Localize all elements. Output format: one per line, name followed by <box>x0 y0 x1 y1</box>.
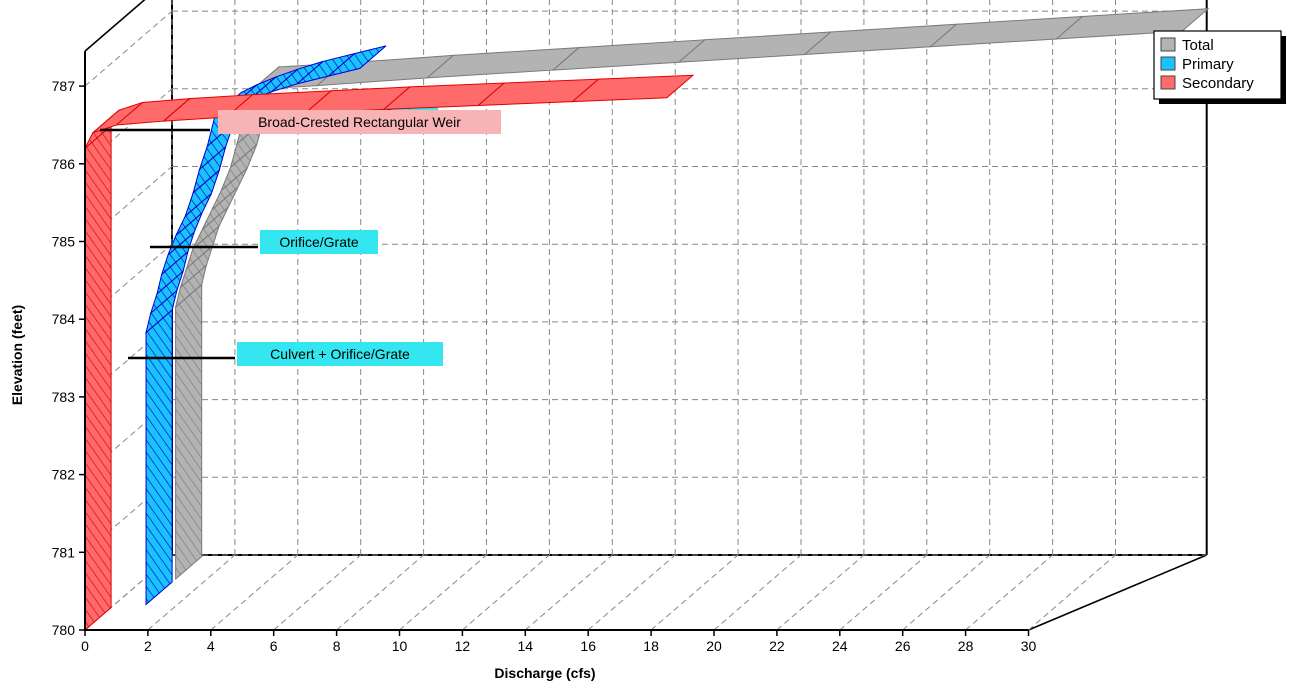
bottom-right-depth-edge <box>1028 554 1208 631</box>
y-tick-label: 784 <box>52 311 76 327</box>
y-tick-label: 780 <box>52 622 76 638</box>
legend-label-primary: Primary <box>1182 56 1234 73</box>
top-left-depth-edge <box>84 0 146 52</box>
total-segment <box>677 31 833 63</box>
total-segment <box>928 15 1084 48</box>
primary-segment <box>145 308 173 606</box>
x-tick-label: 18 <box>643 638 659 654</box>
annotation-label: Broad-Crested Rectangular Weir <box>258 114 461 130</box>
x-tick-label: 24 <box>832 638 848 654</box>
front-axes <box>84 51 1029 631</box>
annotation-box <box>237 342 443 366</box>
legend-swatch-total <box>1160 37 1176 52</box>
axis-ticks: 0 2 4 6 8 10 12 14 16 18 20 22 24 26 28 307807817827837… <box>52 78 1037 654</box>
legend-label-secondary: Secondary <box>1182 75 1254 92</box>
x-tick-label: 2 <box>144 638 152 654</box>
legend-label-total: Total <box>1182 37 1214 54</box>
primary-segment <box>328 45 387 77</box>
series-secondary-ribbon <box>84 74 695 632</box>
x-tick-label: 6 <box>270 638 278 654</box>
annotation-label: Culvert + Orifice/Grate <box>270 346 410 362</box>
secondary-segment <box>571 74 695 103</box>
x-tick-label: 20 <box>706 638 722 654</box>
annotation-box <box>260 230 378 254</box>
legend-swatch-secondary <box>1160 75 1176 90</box>
total-segment <box>425 46 581 79</box>
x-axis-label: Discharge (cfs) <box>494 665 595 681</box>
x-tick-label: 8 <box>333 638 341 654</box>
y-tick-label: 782 <box>52 467 76 483</box>
x-tick-label: 26 <box>895 638 911 654</box>
x-tick-label: 12 <box>455 638 471 654</box>
x-tick-label: 10 <box>392 638 408 654</box>
y-tick-label: 786 <box>52 156 76 172</box>
x-tick-label: 30 <box>1021 638 1037 654</box>
annotations: Broad-Crested Rectangular Weir Orifice/Gr… <box>100 110 501 366</box>
secondary-segment <box>84 124 112 632</box>
y-tick-label: 783 <box>52 389 76 405</box>
legend: Total Primary Secondary <box>1153 30 1286 104</box>
annotation-box <box>218 110 501 134</box>
total-segment <box>551 39 707 71</box>
x-tick-label: 14 <box>518 638 534 654</box>
x-tick-label: 0 <box>81 638 89 654</box>
y-axis-label: Elevation (feet) <box>9 305 25 405</box>
y-tick-label: 787 <box>52 78 76 94</box>
x-tick-label: 4 <box>207 638 215 654</box>
x-tick-label: 28 <box>958 638 974 654</box>
annotation-label: Orifice/Grate <box>279 234 359 250</box>
total-segment <box>175 283 203 581</box>
total-segment <box>803 23 958 56</box>
legend-swatch-primary <box>1160 56 1176 71</box>
x-tick-label: 22 <box>769 638 785 654</box>
y-tick-label: 781 <box>52 544 76 560</box>
x-tick-label: 16 <box>580 638 596 654</box>
y-tick-label: 785 <box>52 234 76 250</box>
